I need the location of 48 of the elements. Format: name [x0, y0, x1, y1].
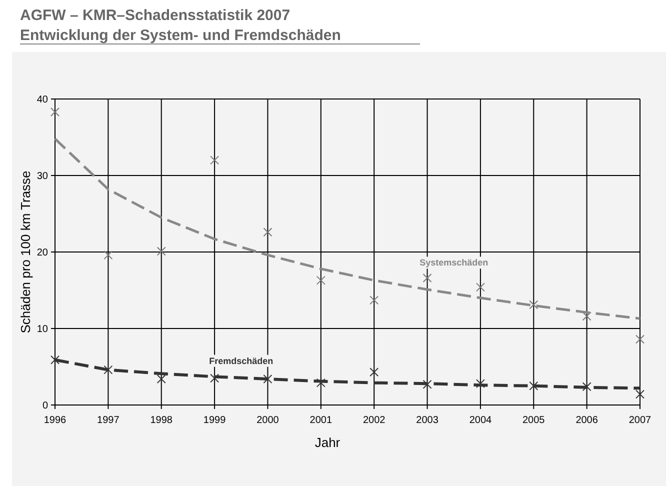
chart-subtitle: Entwicklung der System- und Fremdschäden	[20, 27, 341, 44]
x-tick-label: 2004	[469, 415, 492, 426]
point	[50, 108, 60, 117]
y-tick-label: 0	[42, 400, 48, 412]
y-tick-label: 40	[36, 94, 48, 106]
point	[370, 296, 379, 305]
x-axis-title: Jahr	[314, 435, 341, 450]
point	[263, 374, 272, 384]
point	[529, 300, 538, 310]
point	[210, 156, 220, 165]
point	[370, 368, 379, 377]
point	[636, 390, 644, 399]
point	[582, 382, 592, 392]
point	[104, 250, 113, 260]
y-tick-label: 30	[36, 171, 48, 182]
x-tick-label: 2002	[362, 415, 386, 426]
line-series	[54, 138, 642, 320]
x-tick-label: 1997	[97, 415, 120, 426]
x-tick-label: 1996	[44, 415, 67, 426]
point	[210, 374, 220, 383]
point	[316, 378, 326, 388]
point	[582, 312, 592, 321]
point	[476, 282, 485, 292]
y-axis-title: Schäden pro 100 km Trasse	[18, 170, 33, 334]
text: Systemschäden	[420, 258, 488, 268]
chart-title: AGFW – KMR–Schadensstatistik 2007	[20, 7, 290, 24]
y-tick-label: 20	[36, 248, 48, 258]
point	[529, 381, 538, 390]
point	[422, 380, 432, 389]
series-label: Fremdschäden	[209, 356, 274, 366]
point	[156, 374, 166, 384]
point	[104, 365, 113, 374]
point	[476, 379, 485, 388]
point	[316, 276, 326, 285]
x-tick-label: 2000	[256, 415, 280, 426]
point	[263, 228, 272, 237]
point	[422, 274, 432, 283]
x-tick-label: 2003	[416, 415, 439, 426]
point	[50, 355, 60, 364]
x-tick-label: 2001	[310, 415, 332, 426]
x-tick-label: 2005	[522, 415, 546, 426]
x-tick-label: 1998	[150, 415, 173, 426]
y-tick-label: 10	[36, 324, 48, 335]
x-tick-label: 2007	[628, 415, 652, 426]
point	[636, 334, 644, 344]
point	[156, 246, 166, 256]
x-tick-label: 1999	[203, 415, 226, 426]
x-tick-label: 2006	[576, 415, 598, 426]
